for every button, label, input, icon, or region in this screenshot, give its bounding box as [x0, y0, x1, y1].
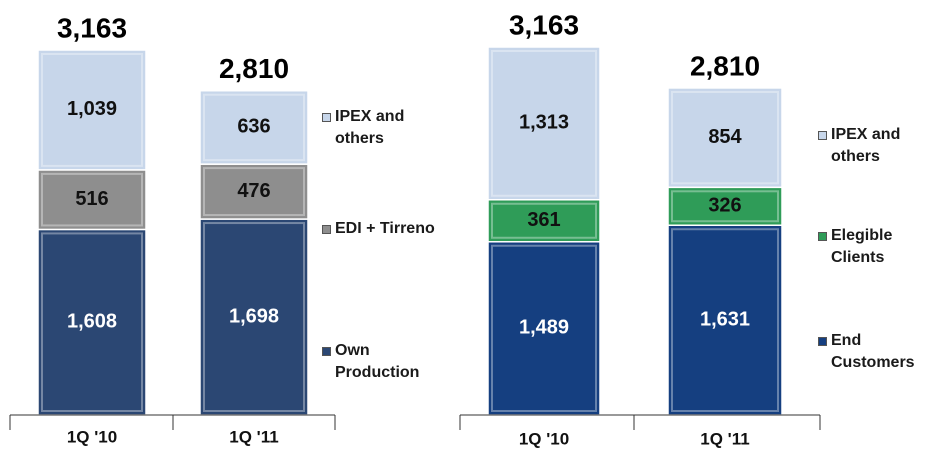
- bar-segment: [667, 87, 783, 189]
- bar-bevel: [41, 53, 143, 167]
- legend-swatch: [818, 131, 827, 140]
- legend-item: End Customers: [818, 330, 947, 374]
- value-label: 1,631: [700, 308, 750, 330]
- legend-swatch: [818, 232, 827, 241]
- bar-bevel: [203, 167, 305, 217]
- legend-item: EDI + Tirreno: [322, 218, 442, 240]
- value-label: 326: [708, 195, 741, 217]
- value-label: 516: [75, 188, 108, 210]
- bar-segment: [199, 89, 309, 165]
- legend-label: Elegible Clients: [831, 227, 893, 266]
- bar-segment: [487, 241, 601, 416]
- value-label: 636: [237, 116, 270, 138]
- total-label: 3,163: [509, 9, 579, 40]
- x-tick-label: 1Q '11: [700, 429, 749, 448]
- value-label: 1,313: [519, 112, 569, 134]
- bar-segment: [199, 163, 309, 220]
- legend-swatch: [322, 113, 331, 122]
- bar-segment: [667, 224, 783, 416]
- legend-item: Elegible Clients: [818, 225, 947, 269]
- legend-swatch: [818, 337, 827, 346]
- bar-bevel: [491, 244, 597, 412]
- total-label: 2,810: [690, 50, 760, 81]
- x-tick-label: 1Q '10: [519, 429, 569, 448]
- x-tick-label: 1Q '11: [229, 427, 278, 446]
- bar-bevel: [671, 228, 779, 412]
- bar-bevel: [491, 50, 597, 197]
- legend-swatch: [322, 225, 331, 234]
- bar-bevel: [203, 222, 305, 412]
- bar-bevel: [203, 93, 305, 162]
- bar-segment: [37, 169, 147, 231]
- bar-bevel: [671, 190, 779, 223]
- bar-bevel: [41, 172, 143, 227]
- total-label: 3,163: [57, 12, 127, 43]
- value-label: 1,489: [519, 317, 569, 339]
- bar-segment: [37, 228, 147, 416]
- legend-item: IPEX and others: [322, 106, 442, 150]
- bar-bevel: [671, 90, 779, 185]
- legend-label: IPEX and others: [831, 126, 901, 165]
- legend-item: IPEX and others: [818, 124, 947, 168]
- value-label: 1,608: [67, 311, 117, 333]
- legend-item: Own Production: [322, 340, 442, 384]
- legend-label: End Customers: [831, 332, 915, 371]
- value-label: 1,698: [229, 305, 279, 327]
- bar-segment: [199, 218, 309, 416]
- bar-segment: [487, 199, 601, 243]
- x-tick-label: 1Q '10: [67, 427, 117, 446]
- bar-segment: [667, 186, 783, 226]
- value-label: 1,039: [67, 98, 117, 120]
- legend-label: Own Production: [335, 342, 420, 381]
- bar-bevel: [491, 202, 597, 239]
- legend-label: IPEX and others: [335, 108, 405, 147]
- total-label: 2,810: [219, 53, 289, 84]
- legend-swatch: [322, 347, 331, 356]
- bar-segment: [37, 49, 147, 171]
- value-label: 854: [708, 126, 742, 148]
- bar-segment: [487, 46, 601, 201]
- value-label: 361: [527, 209, 560, 231]
- value-label: 476: [237, 180, 270, 202]
- legend-label: EDI + Tirreno: [335, 220, 435, 237]
- bar-bevel: [41, 232, 143, 412]
